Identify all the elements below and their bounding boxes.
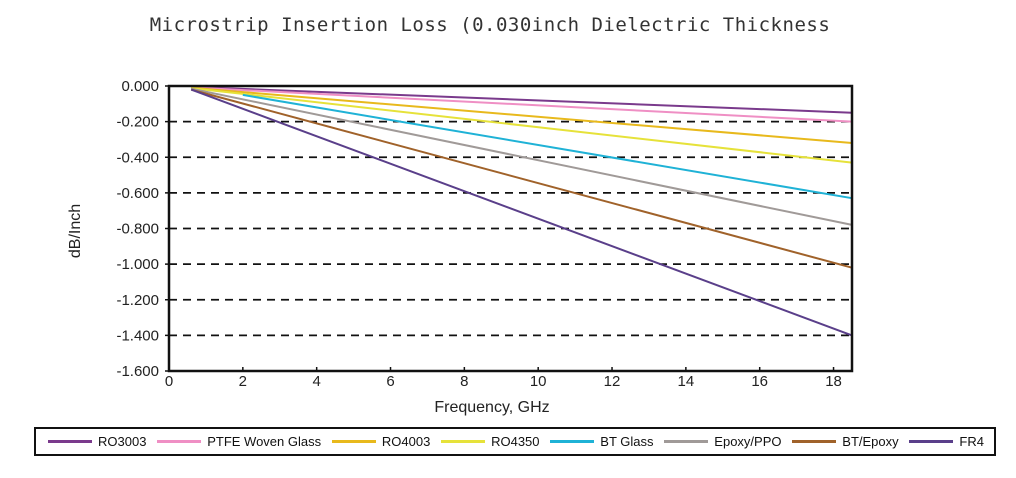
legend-item: Epoxy/PPO xyxy=(664,434,782,449)
y-tick-label: -0.600 xyxy=(116,185,159,202)
legend-label: FR4 xyxy=(959,434,984,449)
series-line-ro4350 xyxy=(191,87,853,164)
series-line-ro3003 xyxy=(191,85,853,114)
legend-item: BT Glass xyxy=(550,434,654,449)
legend-label: RO4003 xyxy=(381,434,431,449)
legend-item: RO4003 xyxy=(331,434,431,449)
legend-label: RO3003 xyxy=(98,434,147,449)
chart-title: Microstrip Insertion Loss (0.030inch Die… xyxy=(149,14,831,36)
x-tick-label: 8 xyxy=(460,373,468,390)
legend-swatch xyxy=(48,440,92,443)
y-tick-label: -1.000 xyxy=(116,256,159,273)
x-tick-label: 16 xyxy=(751,373,768,390)
x-tick-label: 18 xyxy=(825,373,842,390)
y-tick-label: -1.600 xyxy=(116,363,159,380)
legend-swatch xyxy=(909,440,954,443)
legend-swatch xyxy=(792,440,837,443)
legend-label: Epoxy/PPO xyxy=(714,434,782,449)
legend-swatch xyxy=(550,440,595,443)
legend-swatch xyxy=(331,440,376,443)
x-tick-label: 0 xyxy=(165,373,173,390)
chart-plot: 0.000 -0.200 -0.400 -0.600 -0.800 -1.000 -1.20… xyxy=(67,78,854,416)
y-tick-label: -1.200 xyxy=(116,292,159,309)
x-tick-label: 10 xyxy=(530,373,547,390)
legend-item: RO4350 xyxy=(441,434,540,449)
series-line-ptfe-woven-glass xyxy=(191,86,853,123)
x-tick-label: 2 xyxy=(239,373,247,390)
legend-item: PTFE Woven Glass xyxy=(157,434,321,449)
y-tick-label: -0.400 xyxy=(116,149,159,166)
chart-legend: RO3003 PTFE Woven Glass RO4003 RO4350 BT Gla… xyxy=(34,427,996,456)
series-line-bt-epoxy xyxy=(190,88,853,269)
legend-swatch xyxy=(441,440,486,443)
legend-item: BT/Epoxy xyxy=(792,434,899,449)
series-line-bt-glass xyxy=(242,93,853,200)
legend-swatch xyxy=(157,440,202,443)
y-tick-label: -0.800 xyxy=(116,221,159,238)
x-tick-label: 14 xyxy=(678,373,695,390)
series-line-epoxy-ppo xyxy=(190,87,853,226)
y-axis-label: dB/Inch xyxy=(67,204,84,258)
x-tick-label: 12 xyxy=(604,373,621,390)
x-axis-label: Frequency, GHz xyxy=(434,399,549,416)
legend-label: RO4350 xyxy=(491,434,540,449)
y-tick-label: -1.400 xyxy=(116,327,159,344)
x-tick-label: 6 xyxy=(386,373,394,390)
legend-label: BT Glass xyxy=(600,434,654,449)
legend-item: FR4 xyxy=(909,434,984,449)
series-line-fr4 xyxy=(190,88,853,337)
series-line-ro4003 xyxy=(191,86,853,144)
legend-label: BT/Epoxy xyxy=(842,434,899,449)
y-tick-label: -0.200 xyxy=(116,114,159,131)
legend-item: RO3003 xyxy=(48,434,146,449)
legend-swatch xyxy=(664,440,709,443)
y-tick-label: 0.000 xyxy=(121,78,159,95)
x-tick-label: 4 xyxy=(313,373,321,390)
legend-label: PTFE Woven Glass xyxy=(207,434,322,449)
